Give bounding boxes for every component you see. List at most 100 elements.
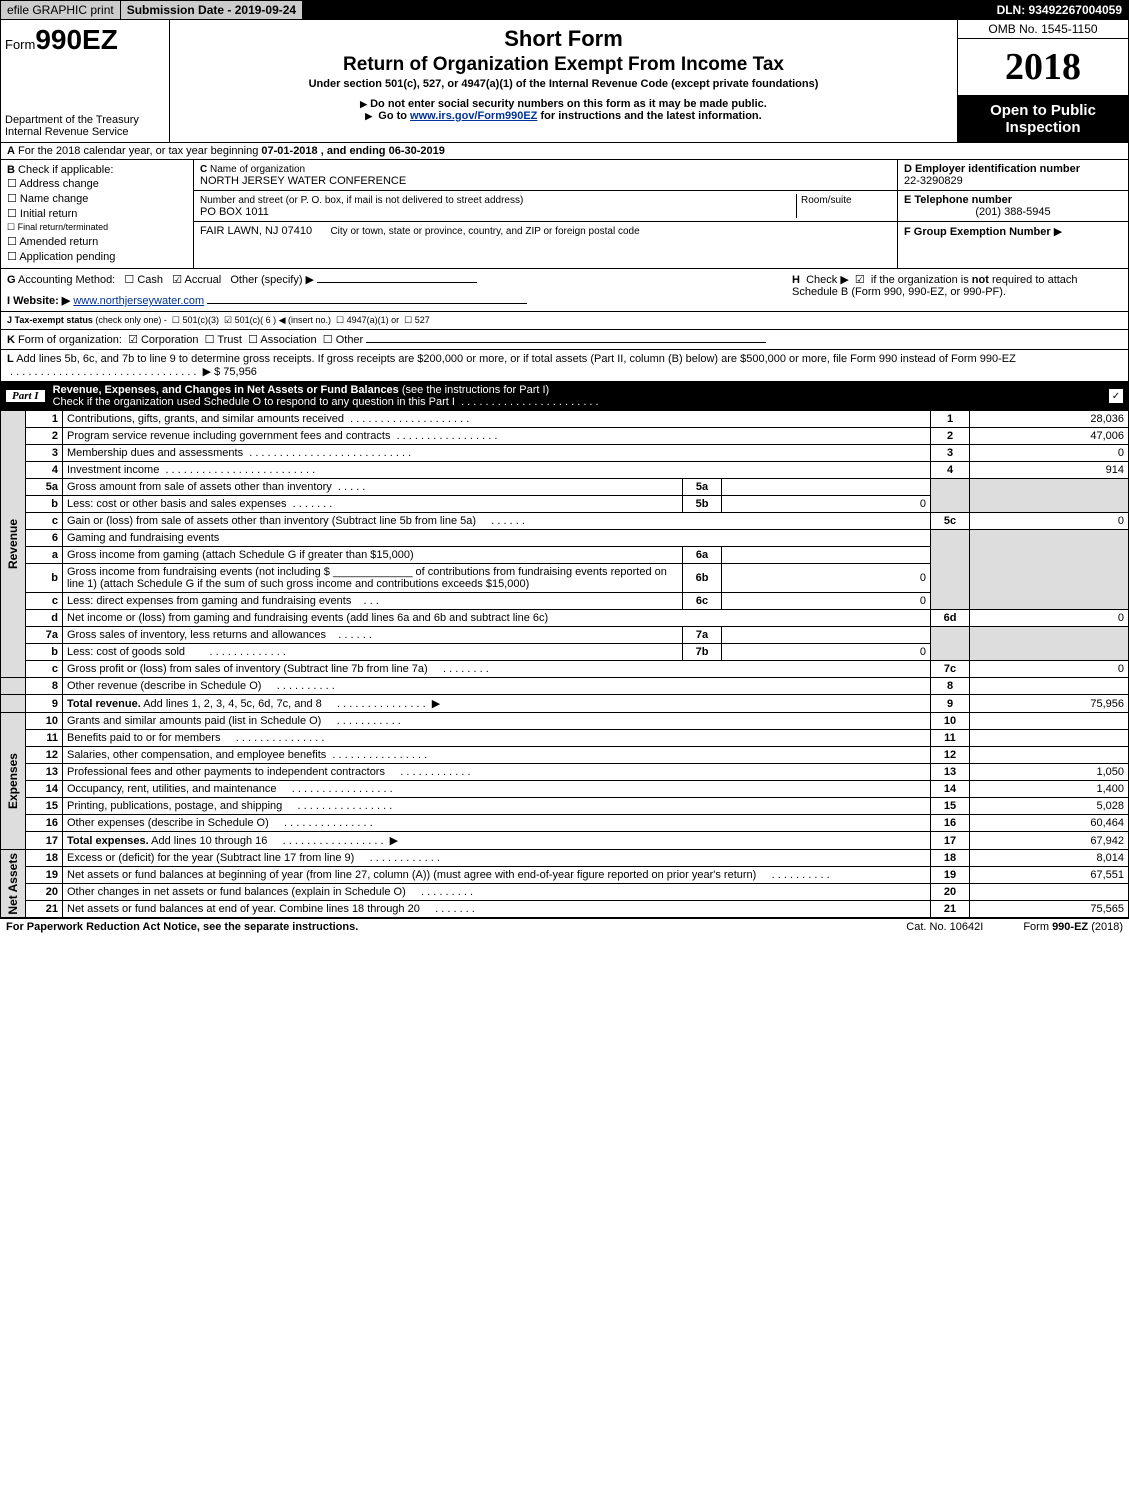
- line-val: 8,014: [970, 850, 1129, 867]
- line-num: 4: [26, 462, 63, 479]
- opt-4947[interactable]: 4947(a)(1) or: [347, 315, 400, 325]
- line-val: 75,956: [970, 695, 1129, 713]
- line-num: b: [26, 496, 63, 513]
- open-line2: Inspection: [1005, 119, 1080, 136]
- label-k: K: [7, 334, 15, 346]
- chk-initial-return[interactable]: ☐ Initial return: [7, 206, 187, 221]
- line-val: 0: [970, 513, 1129, 530]
- line-num: c: [26, 661, 63, 678]
- line-ref: 6d: [931, 610, 970, 627]
- label-i: I Website: ▶: [7, 295, 70, 307]
- line-desc: Less: cost of goods sold: [67, 646, 185, 658]
- opt-cash[interactable]: Cash: [137, 274, 163, 286]
- part-check-icon[interactable]: ✓: [1109, 389, 1123, 403]
- opt-501c3[interactable]: 501(c)(3): [183, 315, 220, 325]
- line-val: 67,551: [970, 867, 1129, 884]
- line-ref: 11: [931, 730, 970, 747]
- org-name: NORTH JERSEY WATER CONFERENCE: [200, 175, 406, 187]
- line-num: 1: [26, 411, 63, 428]
- label-e: E Telephone number: [904, 194, 1012, 206]
- line-num: 20: [26, 884, 63, 901]
- line-desc: Less: cost or other basis and sales expe…: [67, 498, 287, 510]
- chk-address-change[interactable]: ☐ Address change: [7, 176, 187, 191]
- opt-assoc[interactable]: Association: [260, 334, 316, 346]
- opt-trust[interactable]: Trust: [217, 334, 242, 346]
- line-desc: Benefits paid to or for members: [67, 732, 220, 744]
- opt-corp[interactable]: Corporation: [141, 334, 198, 346]
- goto-post: for instructions and the latest informat…: [540, 110, 761, 122]
- line-ref: 4: [931, 462, 970, 479]
- line-num: 11: [26, 730, 63, 747]
- line-val: [970, 747, 1129, 764]
- line-subref: 6b: [683, 564, 722, 593]
- open-to-public: Open to Public Inspection: [958, 96, 1128, 142]
- line-val: 1,050: [970, 764, 1129, 781]
- line-desc: Program service revenue including govern…: [67, 430, 390, 442]
- l-amount: ▶ $ 75,956: [203, 366, 257, 378]
- opt-other[interactable]: Other (specify) ▶: [230, 274, 314, 286]
- line-val: [970, 678, 1129, 695]
- part-check-text: Check if the organization used Schedule …: [53, 396, 455, 408]
- room-label: Room/suite: [801, 195, 852, 206]
- line-num: b: [26, 564, 63, 593]
- submission-date: Submission Date - 2019-09-24: [121, 1, 303, 19]
- label-f: F Group Exemption Number: [904, 226, 1051, 238]
- addr-label: Number and street (or P. O. box, if mail…: [200, 195, 523, 206]
- a-begin: 07-01-2018: [261, 145, 317, 157]
- chk-name-change[interactable]: ☐ Name change: [7, 191, 187, 206]
- c-title: Name of organization: [210, 164, 305, 175]
- chk-application-pending[interactable]: ☐ Application pending: [7, 249, 187, 264]
- line-desc: Grants and similar amounts paid (list in…: [67, 715, 321, 727]
- chk-amended-return[interactable]: ☐ Amended return: [7, 234, 187, 249]
- line-val: 1,400: [970, 781, 1129, 798]
- opt-501c[interactable]: 501(c)( 6 ) ◀ (insert no.): [235, 315, 331, 325]
- line-subval: 0: [722, 593, 931, 610]
- line-subref: 6a: [683, 547, 722, 564]
- line-desc: Occupancy, rent, utilities, and maintena…: [67, 783, 277, 795]
- line-num: 14: [26, 781, 63, 798]
- efile-print-button[interactable]: efile GRAPHIC print: [1, 1, 121, 19]
- line-num: 3: [26, 445, 63, 462]
- label-h: H: [792, 274, 800, 286]
- org-addr: PO BOX 1011: [200, 206, 269, 218]
- a-pre: For the 2018 calendar year, or tax year …: [18, 145, 261, 157]
- opt-accrual[interactable]: Accrual: [185, 274, 222, 286]
- label-l: L: [7, 353, 14, 365]
- line-val: 0: [970, 661, 1129, 678]
- chk-label: Application pending: [19, 251, 115, 263]
- note-goto: Go to www.irs.gov/Form990EZ for instruct…: [174, 110, 953, 122]
- line-ref: 10: [931, 713, 970, 730]
- h-check: Check ▶: [806, 274, 849, 286]
- line-num: c: [26, 513, 63, 530]
- line-ref: 18: [931, 850, 970, 867]
- phone: (201) 388-5945: [904, 206, 1122, 218]
- dept-line1: Department of the Treasury: [5, 114, 139, 126]
- line-subref: 5a: [683, 479, 722, 496]
- line-ref: 1: [931, 411, 970, 428]
- line-num: 15: [26, 798, 63, 815]
- opt-other[interactable]: Other: [336, 334, 364, 346]
- line-val: 47,006: [970, 428, 1129, 445]
- label-b: B: [7, 164, 15, 176]
- chk-label: Address change: [19, 178, 99, 190]
- part-title: Revenue, Expenses, and Changes in Net As…: [53, 384, 399, 396]
- open-line1: Open to Public: [990, 102, 1096, 119]
- chk-final-return[interactable]: ☐ Final return/terminated: [7, 221, 187, 234]
- dept: Department of the Treasury Internal Reve…: [5, 114, 165, 138]
- side-revenue: Revenue: [1, 411, 26, 678]
- line-val: 28,036: [970, 411, 1129, 428]
- header: Form990EZ Department of the Treasury Int…: [0, 20, 1129, 143]
- line-desc: Contributions, gifts, grants, and simila…: [67, 413, 344, 425]
- line-num: 7a: [26, 627, 63, 644]
- line-desc: Gross sales of inventory, less returns a…: [67, 629, 326, 641]
- website-link[interactable]: www.northjerseywater.com: [73, 295, 204, 307]
- line-ref: 7c: [931, 661, 970, 678]
- opt-527[interactable]: 527: [415, 315, 430, 325]
- line-desc: Salaries, other compensation, and employ…: [67, 749, 326, 761]
- line-num: 10: [26, 713, 63, 730]
- line-num: 21: [26, 901, 63, 918]
- city-label: City or town, state or province, country…: [330, 226, 639, 237]
- irs-link[interactable]: www.irs.gov/Form990EZ: [410, 110, 537, 122]
- line-desc: Membership dues and assessments: [67, 447, 243, 459]
- line-num: b: [26, 644, 63, 661]
